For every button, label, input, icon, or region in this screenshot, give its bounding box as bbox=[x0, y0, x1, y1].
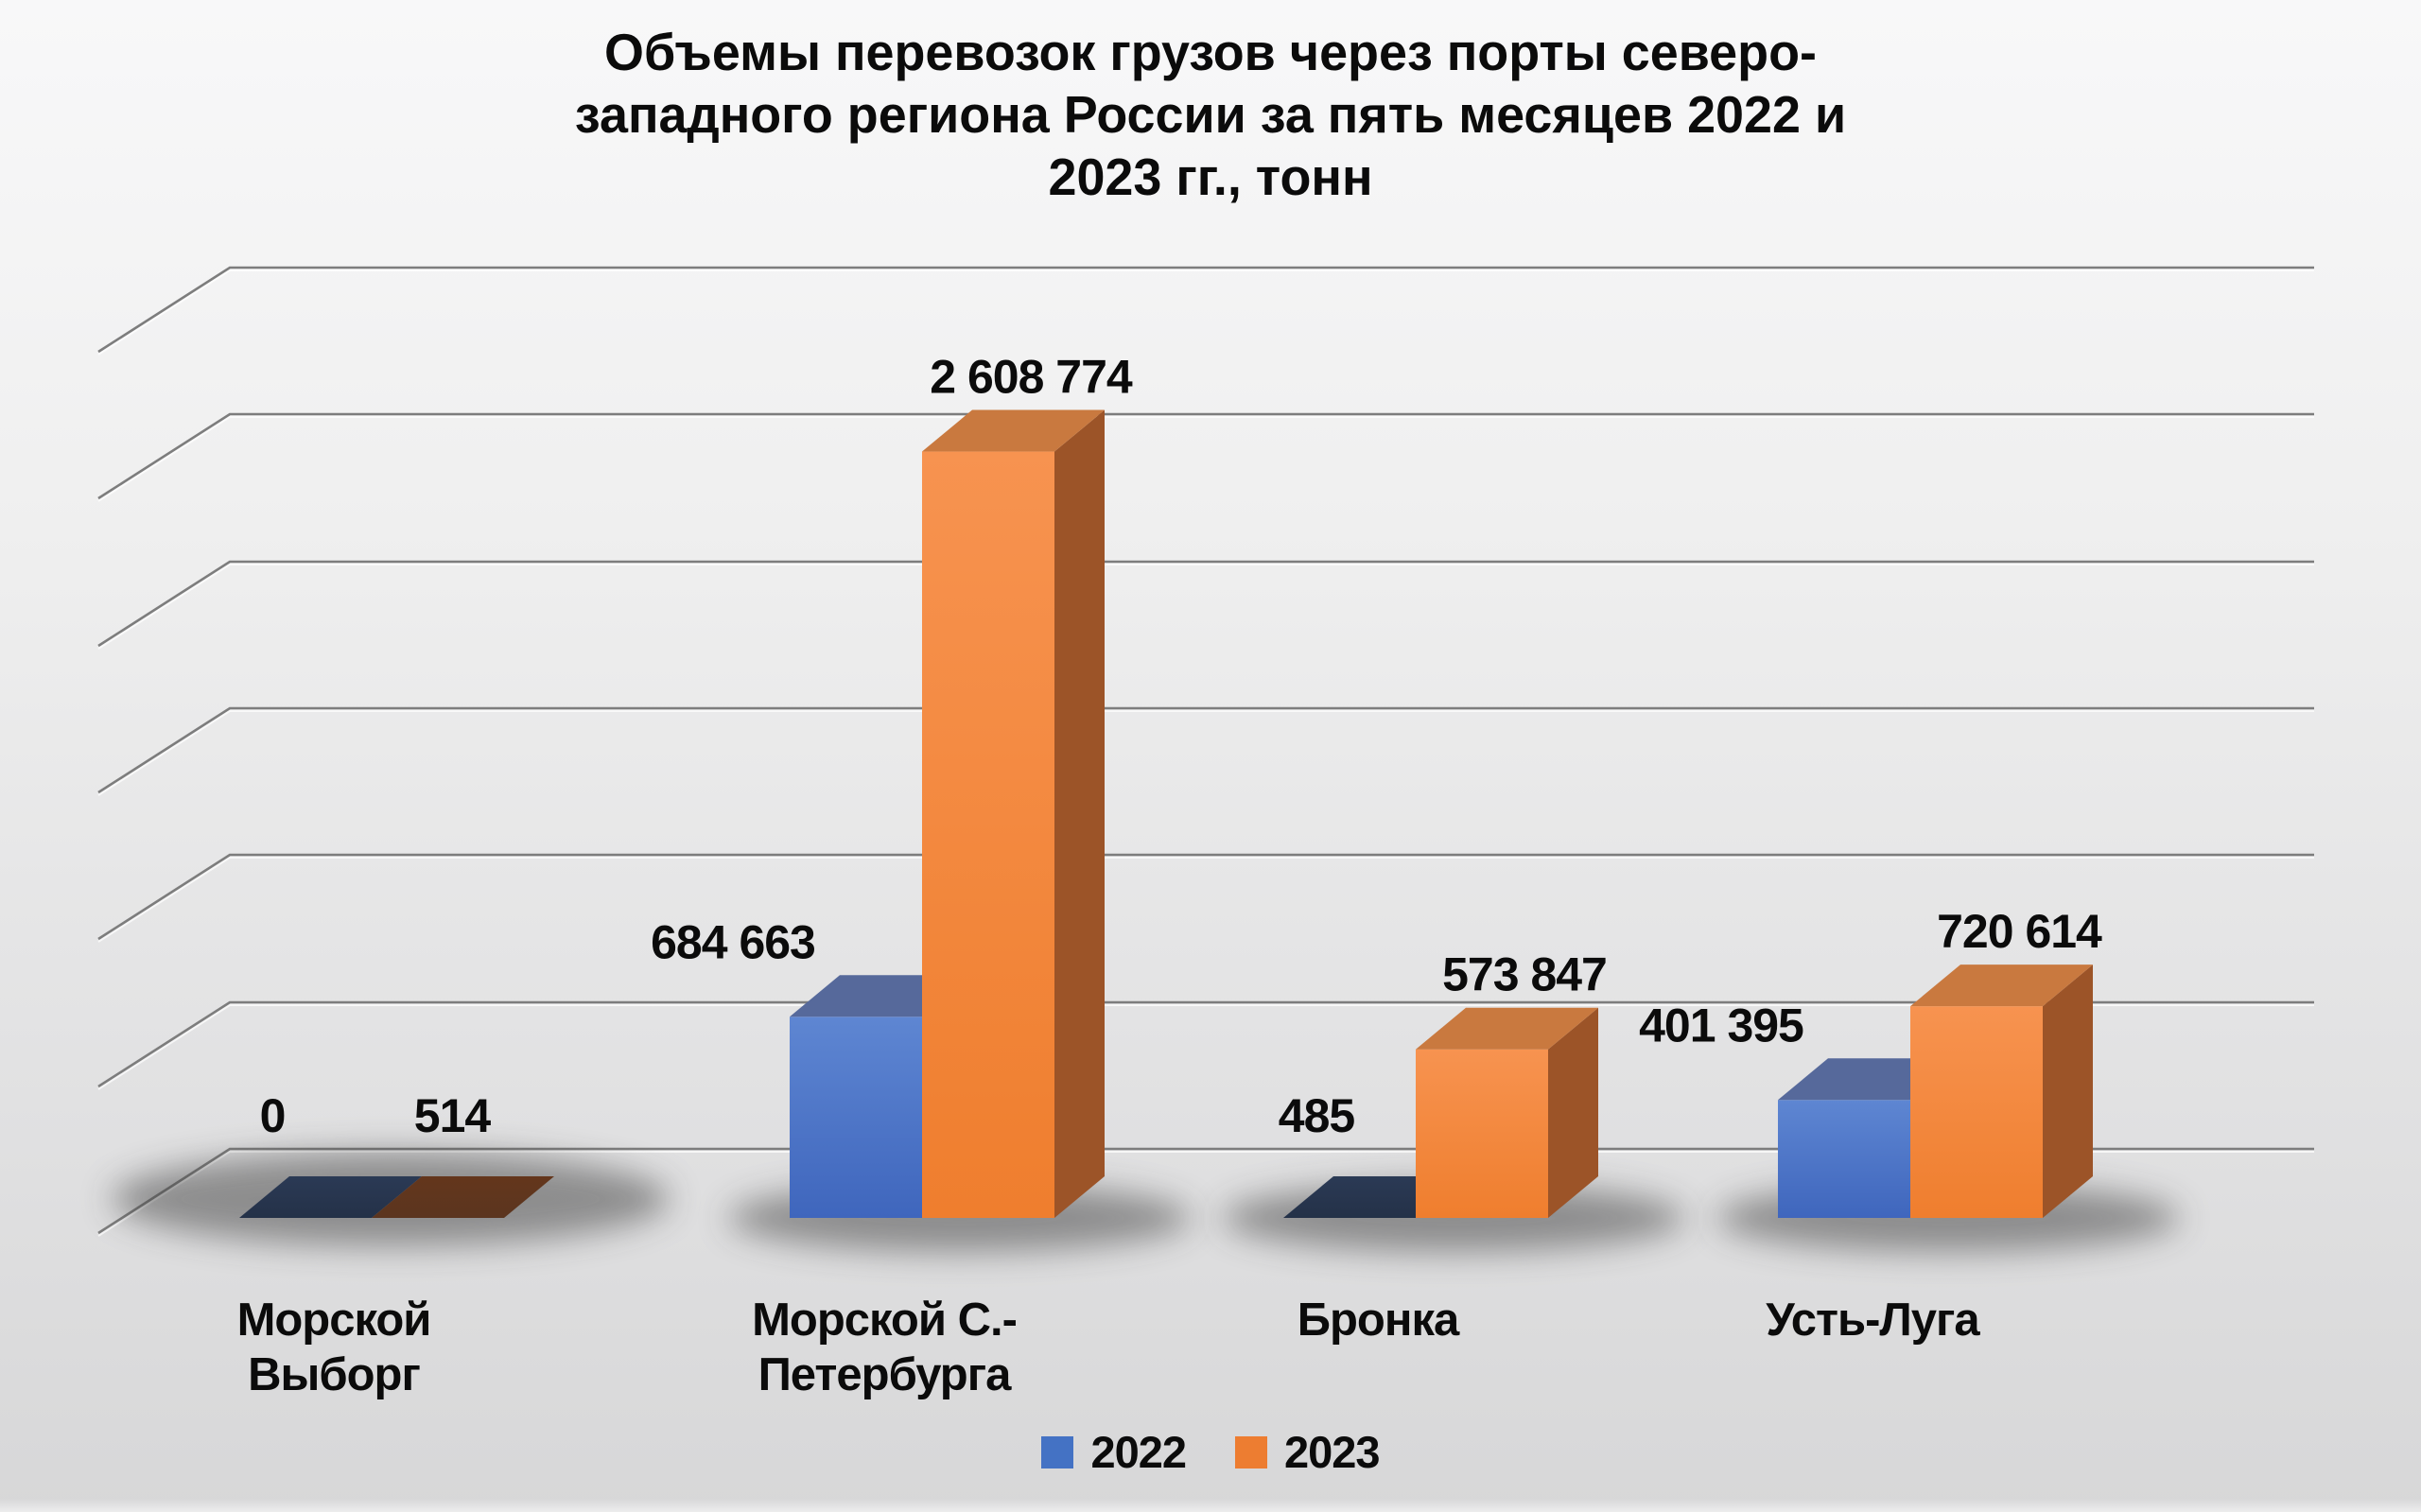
category-label: Морской С.-Петербурга bbox=[752, 1295, 1017, 1400]
legend-item-2023: 2023 bbox=[1235, 1426, 1381, 1478]
legend: 2022 2023 bbox=[0, 1426, 2421, 1478]
legend-swatch-2022 bbox=[1041, 1435, 1074, 1469]
data-label-2022-0: 0 bbox=[260, 1089, 286, 1142]
bar-front-2023-3 bbox=[1910, 1006, 2043, 1218]
legend-label-2023: 2023 bbox=[1284, 1427, 1381, 1477]
chart-title: Объемы перевозок грузов через порты севе… bbox=[25, 21, 2397, 208]
bar-side-2023-2 bbox=[1548, 1007, 1598, 1218]
gridline bbox=[97, 853, 2314, 941]
category-label: Морской Выборг bbox=[237, 1295, 431, 1400]
gridline-highlight bbox=[97, 1004, 2314, 1090]
data-label-2023-2: 573 847 bbox=[1442, 948, 1607, 1001]
legend-label-2022: 2022 bbox=[1090, 1427, 1187, 1477]
bar-flat-2023-0 bbox=[372, 1176, 554, 1218]
bar-front-2023-2 bbox=[1416, 1049, 1548, 1218]
data-label-2023-1: 2 608 774 bbox=[930, 351, 1133, 404]
gridline bbox=[97, 266, 2314, 354]
gridline-highlight bbox=[97, 416, 2314, 502]
bar-flat-2022-0 bbox=[239, 1176, 422, 1218]
gridline-highlight bbox=[97, 564, 2314, 650]
chart-title-line: Объемы перевозок грузов через порты севе… bbox=[604, 23, 1817, 81]
gridline bbox=[97, 412, 2314, 500]
gridline bbox=[97, 1000, 2314, 1088]
data-label-2023-0: 514 bbox=[414, 1089, 492, 1142]
data-label-2022-3: 401 395 bbox=[1639, 999, 1803, 1051]
category-label: Усть-Луга bbox=[1766, 1295, 1980, 1346]
gridline-highlight bbox=[97, 710, 2314, 796]
bar-side-2023-1 bbox=[1054, 409, 1105, 1219]
bar-top-2023-3 bbox=[1910, 965, 2093, 1007]
bar-side-2023-3 bbox=[2043, 965, 2093, 1218]
bar-front-2023-1 bbox=[922, 451, 1054, 1219]
chart-title-line: 2023 гг., тонн bbox=[1048, 148, 1373, 206]
gridline bbox=[97, 560, 2314, 648]
gridline-highlight bbox=[97, 857, 2314, 943]
data-label-2023-3: 720 614 bbox=[1937, 905, 2102, 958]
gridline bbox=[97, 706, 2314, 794]
bar-top-2023-1 bbox=[922, 409, 1105, 452]
chart-title-line: западного региона России за пять месяцев… bbox=[574, 85, 1847, 144]
legend-swatch-2023 bbox=[1235, 1435, 1267, 1469]
category-label: Бронка bbox=[1298, 1295, 1460, 1346]
data-label-2022-2: 485 bbox=[1279, 1089, 1355, 1142]
bar-front-2022-3 bbox=[1778, 1100, 1910, 1218]
legend-item-2022: 2022 bbox=[1041, 1426, 1187, 1478]
data-label-2022-1: 684 663 bbox=[651, 915, 815, 968]
bar-front-2022-1 bbox=[790, 1017, 922, 1218]
bar-top-2023-2 bbox=[1416, 1007, 1598, 1050]
gridline-highlight bbox=[97, 269, 2314, 356]
